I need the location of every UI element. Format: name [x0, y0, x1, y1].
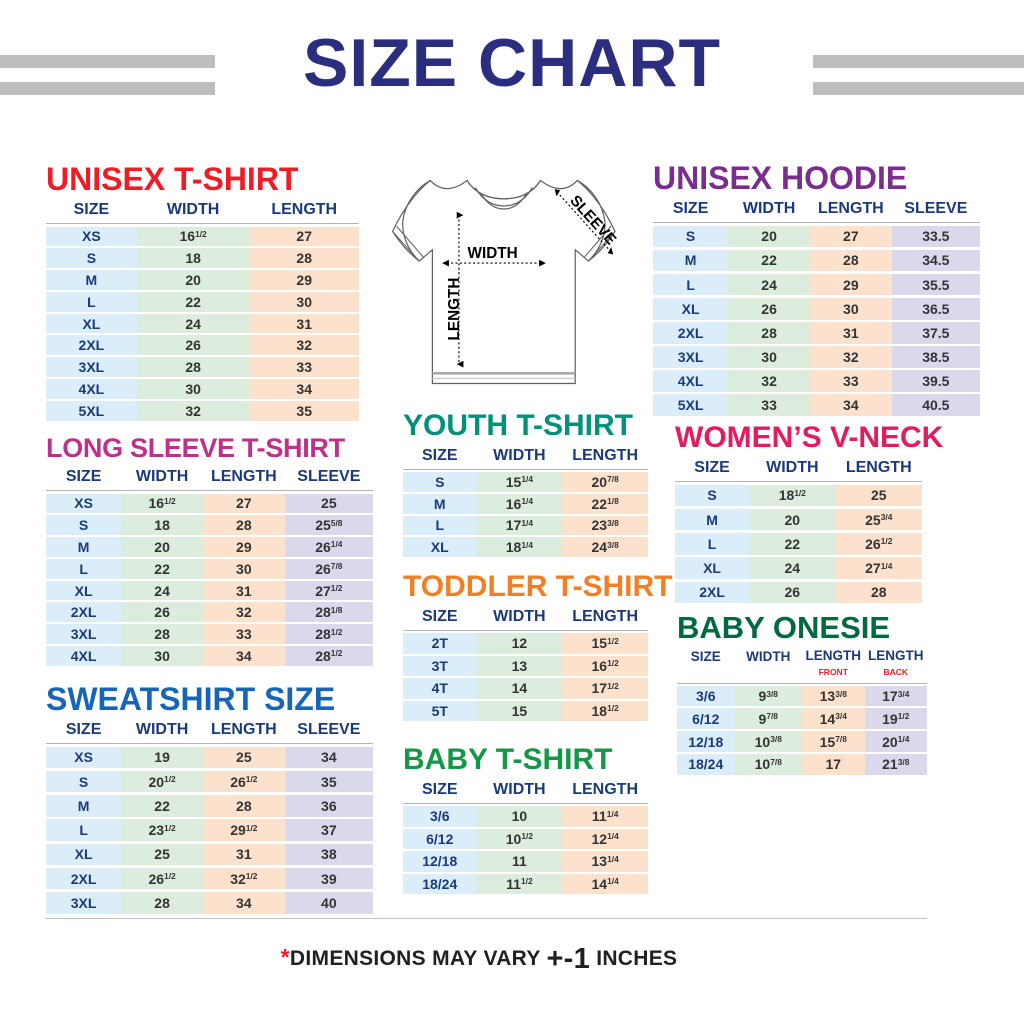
svg-text:SLEEVE: SLEEVE — [566, 192, 619, 248]
svg-text:WIDTH: WIDTH — [468, 245, 518, 262]
svg-text:LENGTH: LENGTH — [446, 278, 463, 341]
